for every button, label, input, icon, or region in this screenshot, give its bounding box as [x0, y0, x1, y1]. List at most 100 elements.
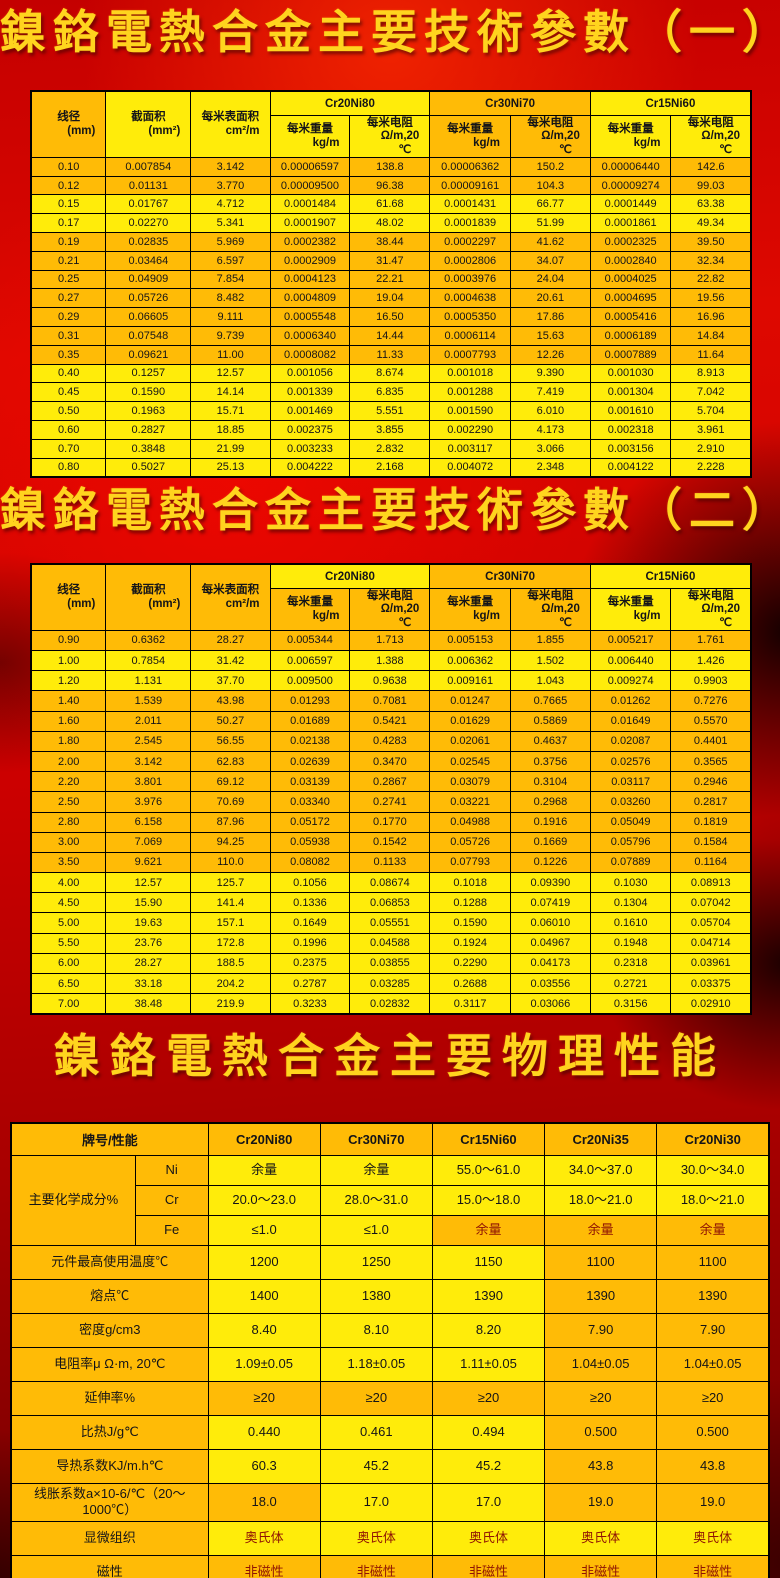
table-cell: 0.01262 — [589, 690, 672, 712]
col-header-weight: 每米重量 kg/m — [269, 115, 351, 158]
table-cell: 0.19 — [30, 232, 107, 252]
table-cell: 0.0007889 — [589, 344, 672, 365]
header-unit: Ω/m,20 — [541, 130, 580, 143]
table-cell: 0.004072 — [429, 457, 511, 478]
table-cell: 1.713 — [349, 629, 431, 652]
table-cell: 110.0 — [190, 851, 271, 874]
table-cell: 38.48 — [105, 993, 192, 1015]
table-cell: 0.1288 — [429, 892, 511, 914]
value-cell: ≥20 — [431, 1381, 546, 1416]
header-unit: ℃ — [558, 617, 572, 630]
table-cell: 16.50 — [349, 307, 431, 327]
table-cell: 1.60 — [30, 710, 107, 732]
table-cell: 0.1610 — [589, 912, 672, 934]
row-label: 电阻率μ Ω·m, 20℃ — [10, 1347, 209, 1382]
col-header-resistance: 每米电阻 Ω/m,20 ℃ — [509, 588, 591, 631]
table-cell: 0.1056 — [269, 872, 351, 894]
table-cell: 0.08913 — [670, 872, 752, 894]
header-unit: (mm²) — [148, 597, 181, 610]
table-cell: 0.00009161 — [429, 175, 511, 196]
table-cell: 0.9638 — [349, 670, 431, 692]
col-header-resistance: 每米电阻 Ω/m,20 ℃ — [509, 115, 591, 158]
header-unit: kg/m — [633, 136, 661, 149]
alloy-header-cr20ni80: Cr20Ni80 — [269, 90, 431, 116]
header-label: 每米重量 — [286, 596, 333, 609]
header-label: 每米表面积 — [201, 584, 260, 597]
row-label: 密度g/cm3 — [10, 1313, 209, 1348]
table-cell: 1.80 — [30, 730, 107, 752]
table-row: 2.50 3.976 70.69 0.03340 0.2741 0.03221 0.2968… — [30, 791, 752, 813]
value-cell: 1390 — [544, 1279, 658, 1314]
table-cell: 0.09390 — [509, 872, 591, 894]
table-row: 2.20 3.801 69.12 0.03139 0.2867 0.03079 0.3104… — [30, 771, 752, 793]
table-cell: 0.7665 — [509, 690, 591, 712]
table-row: 5.00 19.63 157.1 0.1649 0.05551 0.1590 0.06010… — [30, 912, 752, 934]
table-cell: 23.76 — [105, 932, 192, 954]
table-cell: 9.390 — [509, 363, 591, 384]
table-cell: 7.042 — [670, 382, 752, 403]
table-cell: 0.3848 — [105, 438, 192, 459]
header-label: 每米电阻 — [366, 117, 413, 129]
table-cell: 0.1590 — [105, 382, 192, 403]
table-cell: 0.1963 — [105, 401, 192, 421]
header-unit: kg/m — [633, 609, 661, 622]
table-cell: 50.27 — [190, 710, 271, 732]
value-cell: 17.0 — [319, 1483, 433, 1522]
table-cell: 32.34 — [670, 250, 752, 271]
table-cell: 20.61 — [509, 288, 591, 309]
value-cell: 45.2 — [431, 1449, 546, 1484]
alloy-header-cr20ni35: Cr20Ni35 — [544, 1122, 658, 1156]
table-row: 元件最高使用温度℃ 1200 1250 1150 1100 1100 — [10, 1245, 770, 1280]
row-label: 延伸率% — [10, 1381, 209, 1416]
table-row: 比热J/g℃ 0.440 0.461 0.494 0.500 0.500 — [10, 1415, 770, 1450]
chem-group-label: 主要化学成分% — [10, 1155, 136, 1246]
table-row: 0.70 0.3848 21.99 0.003233 2.832 0.003117 3.06… — [30, 438, 752, 459]
table-cell: 34.07 — [509, 250, 591, 271]
value-cell: 非磁性 — [656, 1554, 770, 1578]
value-cell: 18.0～21.0 — [544, 1185, 658, 1216]
table-cell: 0.02087 — [589, 730, 672, 752]
table-cell: 0.2968 — [509, 791, 591, 813]
table-cell: 0.2318 — [589, 952, 672, 975]
table-cell: 0.0005548 — [269, 307, 351, 327]
table-cell: 19.56 — [670, 288, 752, 309]
table-cell: 61.68 — [349, 194, 431, 215]
table-cell: 0.3565 — [670, 750, 752, 773]
table-cell: 0.0005416 — [589, 307, 672, 327]
header-unit: Ω/m,20 — [541, 603, 580, 616]
table-cell: 0.001610 — [589, 401, 672, 421]
table-cell: 0.1226 — [509, 851, 591, 874]
table-cell: 4.50 — [30, 892, 107, 914]
table-cell: 0.7854 — [105, 649, 192, 672]
table-cell: 5.341 — [190, 213, 271, 233]
table-cell: 0.1257 — [105, 363, 192, 384]
table-cell: 0.07889 — [589, 851, 672, 874]
value-cell: 余量 — [207, 1155, 321, 1186]
table-cell: 0.05726 — [105, 288, 192, 309]
alloy-header-cr20ni30: Cr20Ni30 — [656, 1122, 770, 1156]
table-row: 磁性 非磁性 非磁性 非磁性 非磁性 非磁性 — [10, 1554, 770, 1578]
col-header-weight: 每米重量 kg/m — [429, 115, 511, 158]
value-cell: 7.90 — [544, 1313, 658, 1348]
subheader-row: 每米重量 kg/m 每米电阻 Ω/m,20 ℃ 每米重量 kg/m 每米电阻 Ω… — [31, 115, 752, 158]
table-cell: 0.21 — [30, 250, 107, 271]
value-cell: 奥氏体 — [431, 1520, 546, 1556]
table-cell: 2.348 — [509, 457, 591, 478]
table-cell: 37.70 — [190, 670, 271, 692]
element-label: Cr — [134, 1185, 209, 1216]
table-cell: 0.2375 — [269, 952, 351, 975]
table-cell: 1.761 — [670, 629, 752, 652]
header-label: 每米重量 — [607, 123, 654, 136]
col-header-diameter: 线径 (mm) — [30, 90, 107, 158]
table-cell: 19.04 — [349, 288, 431, 309]
table-cell: 0.0008082 — [269, 344, 351, 365]
table-cell: 2.832 — [349, 438, 431, 459]
table-cell: 0.03139 — [269, 771, 351, 793]
table-cell: 0.9903 — [670, 670, 752, 692]
value-cell: 55.0～61.0 — [431, 1155, 546, 1186]
table-row: 密度g/cm3 8.40 8.10 8.20 7.90 7.90 — [10, 1313, 770, 1348]
value-cell: 30.0～34.0 — [656, 1155, 770, 1186]
table-cell: 21.99 — [190, 438, 271, 459]
header-label: 每米电阻 — [527, 117, 574, 129]
table-cell: 87.96 — [190, 811, 271, 833]
